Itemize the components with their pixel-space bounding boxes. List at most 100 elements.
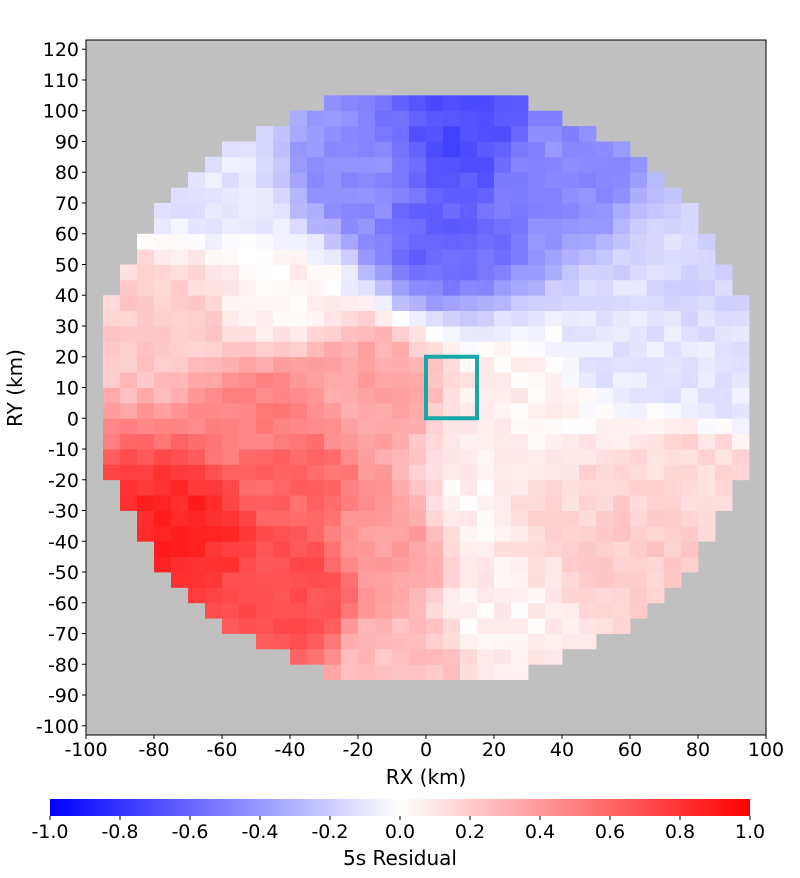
heatmap-cell: [443, 525, 461, 542]
heatmap-cell: [443, 510, 461, 527]
heatmap-cell: [494, 295, 512, 312]
heatmap-cell: [324, 618, 342, 634]
heatmap-cell: [171, 418, 189, 435]
heatmap-cell: [545, 187, 563, 204]
heatmap-cell: [579, 202, 597, 219]
heatmap-cell: [613, 233, 631, 250]
heatmap-cell: [732, 356, 750, 373]
heatmap-cell: [596, 356, 614, 373]
heatmap-cell: [596, 479, 614, 496]
heatmap-cell: [460, 156, 478, 173]
heatmap-cell: [120, 356, 138, 373]
heatmap-cell: [205, 418, 223, 435]
heatmap-cell: [562, 387, 580, 404]
heatmap-cell: [732, 387, 750, 404]
heatmap-cell: [579, 372, 597, 388]
heatmap-cell: [392, 141, 410, 158]
heatmap-cell: [256, 510, 274, 527]
colorbar-tick-label: -1.0: [31, 821, 68, 843]
heatmap-cell: [698, 525, 716, 542]
heatmap-cell: [392, 233, 410, 250]
heatmap-cell: [222, 156, 240, 173]
heatmap-cell: [188, 187, 206, 204]
heatmap-cell: [681, 556, 699, 573]
heatmap-cell: [341, 633, 359, 650]
heatmap-cell: [307, 618, 325, 634]
heatmap-cell: [375, 372, 393, 388]
heatmap-cell: [511, 572, 529, 588]
heatmap-cell: [341, 172, 359, 189]
heatmap-cell: [596, 249, 614, 265]
heatmap-cell: [647, 202, 665, 219]
heatmap-cell: [647, 356, 665, 373]
heatmap-cell: [579, 341, 597, 358]
heatmap-cell: [579, 295, 597, 312]
heatmap-cell: [460, 387, 478, 404]
heatmap-cell: [528, 218, 546, 235]
heatmap-cell: [273, 464, 291, 481]
heatmap-cell: [681, 326, 699, 342]
heatmap-cell: [460, 326, 478, 342]
heatmap-cell: [511, 464, 529, 481]
heatmap-cell: [443, 387, 461, 404]
x-tick-label: 20: [482, 739, 506, 761]
heatmap-cell: [392, 525, 410, 542]
heatmap-cell: [188, 464, 206, 481]
heatmap-cell: [545, 156, 563, 173]
heatmap-cell: [324, 95, 342, 112]
heatmap-cell: [477, 464, 495, 481]
heatmap-cell: [256, 572, 274, 588]
heatmap-cell: [596, 418, 614, 435]
colorbar-tick-label: -0.8: [101, 821, 138, 843]
heatmap-cell: [171, 264, 189, 281]
heatmap-cell: [273, 310, 291, 327]
heatmap-cell: [290, 156, 308, 173]
heatmap-cell: [341, 418, 359, 435]
heatmap-cell: [392, 264, 410, 281]
heatmap-cell: [358, 479, 376, 496]
heatmap-cell: [511, 141, 529, 158]
heatmap-cell: [239, 402, 257, 419]
heatmap-cell: [171, 510, 189, 527]
heatmap-cell: [647, 187, 665, 204]
heatmap-cell: [358, 141, 376, 158]
heatmap-cell: [103, 356, 121, 373]
heatmap-cell: [392, 633, 410, 650]
heatmap-cell: [647, 172, 665, 189]
heatmap-cell: [375, 510, 393, 527]
heatmap-cell: [426, 648, 444, 665]
heatmap-cell: [188, 372, 206, 388]
heatmap-cell: [154, 249, 172, 265]
heatmap-cell: [375, 618, 393, 634]
heatmap-cell: [664, 341, 682, 358]
heatmap-cell: [698, 279, 716, 296]
heatmap-cell: [681, 279, 699, 296]
heatmap-cell: [409, 633, 427, 650]
heatmap-cell: [239, 495, 257, 511]
heatmap-cell: [460, 479, 478, 496]
heatmap-cell: [681, 202, 699, 219]
heatmap-cell: [426, 372, 444, 388]
heatmap-cell: [511, 356, 529, 373]
heatmap-cell: [188, 510, 206, 527]
heatmap-cell: [307, 402, 325, 419]
heatmap-cell: [188, 418, 206, 435]
y-tick-label: -20: [48, 470, 79, 492]
heatmap-cell: [443, 602, 461, 619]
heatmap-cell: [222, 187, 240, 204]
heatmap-cell: [171, 233, 189, 250]
heatmap-cell: [205, 541, 223, 558]
heatmap-cell: [239, 372, 257, 388]
heatmap-cell: [239, 587, 257, 604]
heatmap-cell: [681, 449, 699, 465]
heatmap-cell: [511, 341, 529, 358]
heatmap-cell: [443, 556, 461, 573]
heatmap-cell: [545, 264, 563, 281]
heatmap-cell: [307, 464, 325, 481]
heatmap-cell: [664, 495, 682, 511]
heatmap-cell: [120, 449, 138, 465]
heatmap-cell: [188, 525, 206, 542]
heatmap-cell: [290, 418, 308, 435]
heatmap-cell: [205, 356, 223, 373]
heatmap-cell: [426, 156, 444, 173]
